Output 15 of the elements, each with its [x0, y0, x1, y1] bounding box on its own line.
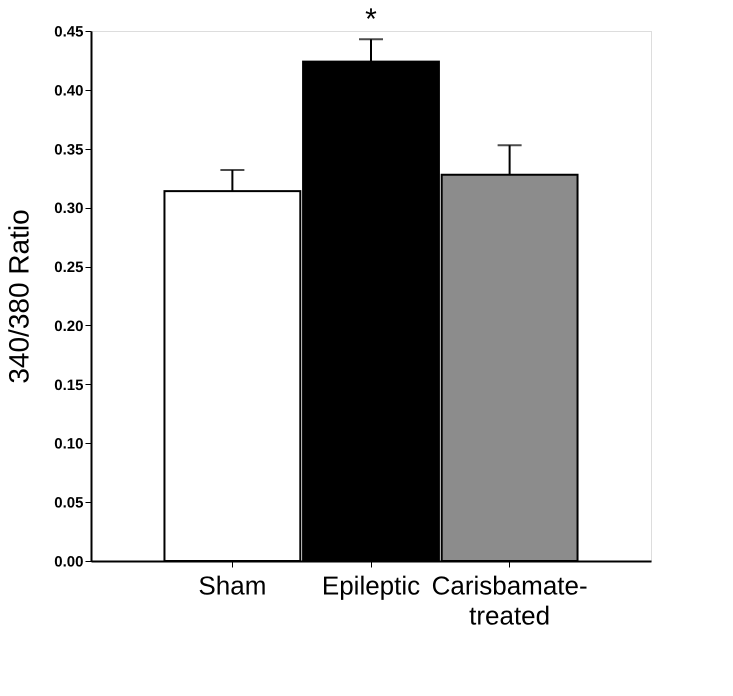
- annotation: *: [365, 3, 378, 36]
- y-tick-label: 0.20: [54, 318, 84, 335]
- x-tick-label: Epileptic: [322, 570, 420, 600]
- y-tick-label: 0.10: [54, 436, 84, 453]
- y-tick-label: 0.30: [54, 200, 84, 218]
- y-tick-label: 0.40: [54, 82, 84, 100]
- y-tick-label: 0.45: [54, 24, 84, 40]
- y-tick-label: 0.15: [54, 376, 84, 394]
- y-tick-label: 0.05: [54, 494, 84, 512]
- y-tick-label: 0.35: [54, 141, 84, 158]
- y-tick-label: 0.00: [54, 554, 84, 570]
- x-tick-label: Carisbamate-treated: [432, 570, 588, 630]
- y-tick-label: 0.25: [54, 259, 84, 276]
- y-axis-title: 340/380 Ratio: [3, 209, 34, 384]
- x-tick-label: Sham: [198, 570, 266, 600]
